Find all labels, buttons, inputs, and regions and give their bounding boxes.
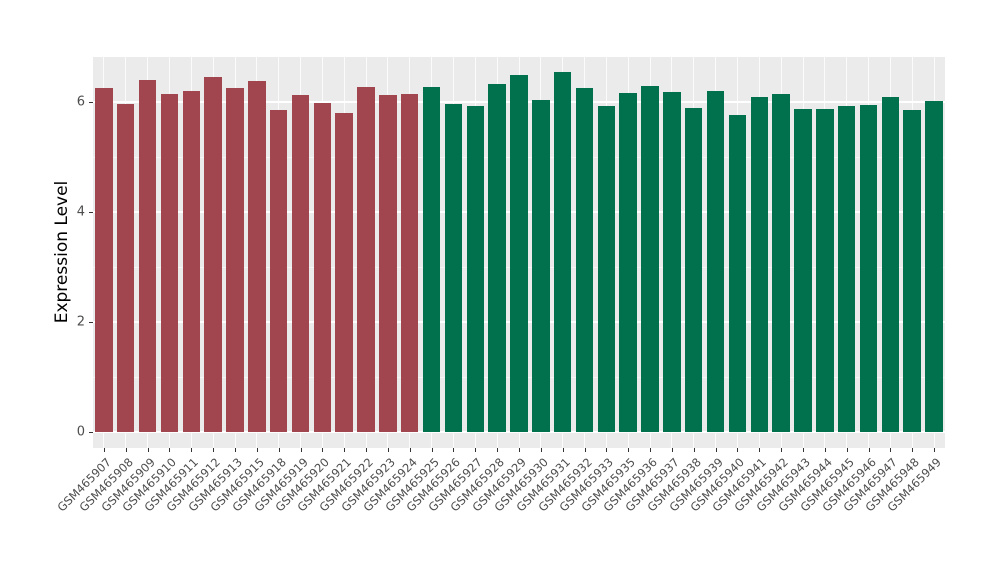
bar-GSM465944 [816,108,834,432]
bar-GSM465927 [466,105,485,432]
x-tick-mark [366,448,368,452]
x-tick-mark [322,448,324,452]
x-tick-mark [606,448,608,452]
x-tick-mark [650,448,652,452]
plot-panel [93,57,945,448]
bar-GSM465933 [597,106,616,432]
x-tick-mark [300,448,302,452]
x-tick-mark [912,448,914,452]
x-tick-mark [519,448,520,452]
bar-GSM465921 [335,113,353,432]
y-tick-label: 2 [76,314,85,330]
bar-GSM465910 [160,93,179,432]
bar-GSM465922 [357,87,375,432]
x-tick-mark [147,448,149,452]
bar-GSM465924 [401,93,419,432]
x-tick-mark [934,448,936,452]
y-tick-mark [89,102,93,103]
x-tick-mark [431,448,433,452]
x-tick-mark [584,448,586,452]
bar-GSM465908 [117,103,135,432]
y-tick-label: 6 [76,94,85,110]
bar-GSM465925 [422,87,441,432]
x-tick-mark [387,448,389,452]
bar-GSM465948 [903,110,921,432]
bar-GSM465943 [794,108,812,432]
bar-GSM465940 [728,114,747,432]
y-tick-label: 0 [76,424,85,440]
x-tick-mark [803,448,804,452]
x-tick-mark [103,448,105,452]
x-tick-mark [671,448,673,452]
x-tick-mark [715,448,717,452]
x-tick-mark [824,448,826,452]
x-tick-mark [562,448,564,452]
bar-GSM465909 [138,80,157,432]
bar-GSM465942 [772,93,790,432]
bar-GSM465931 [553,71,572,432]
y-tick-label: 4 [76,204,85,220]
x-tick-mark [235,448,236,452]
bar-GSM465915 [248,81,266,432]
x-tick-mark [781,448,783,452]
x-tick-mark [409,448,411,452]
bar-GSM465911 [182,91,201,432]
x-tick-mark [125,448,127,452]
bar-GSM465912 [204,77,222,432]
bar-GSM465937 [663,91,681,432]
x-tick-mark [693,448,695,452]
x-tick-mark [475,448,477,452]
x-tick-mark [540,448,542,452]
bar-GSM465949 [925,100,943,432]
x-tick-mark [846,448,848,452]
bar-GSM465936 [641,86,659,432]
bar-GSM465913 [226,88,244,432]
bar-GSM465919 [291,95,310,432]
x-tick-mark [497,448,499,452]
x-tick-mark [191,448,193,452]
x-tick-mark [759,448,761,452]
y-tick-mark [89,432,93,433]
gridline-major [93,431,945,433]
x-tick-mark [890,448,892,452]
bar-GSM465938 [685,107,703,432]
bar-GSM465946 [859,104,878,432]
bar-GSM465941 [750,96,769,432]
bar-GSM465939 [706,91,725,432]
bar-GSM465928 [488,83,506,432]
bar-GSM465932 [575,88,594,432]
bar-GSM465935 [619,92,637,432]
x-tick-mark [344,448,346,452]
x-tick-mark [628,448,630,452]
x-tick-mark [453,448,455,452]
x-tick-mark [737,448,739,452]
x-tick-mark [213,448,215,452]
y-tick-mark [89,322,93,323]
bar-GSM465923 [379,95,397,432]
x-tick-mark [256,448,258,452]
x-tick-mark [169,448,171,452]
bar-GSM465918 [269,109,288,432]
y-axis-title: Expression Level [52,180,72,324]
y-tick-mark [89,212,93,213]
bar-GSM465947 [881,96,900,432]
bar-GSM465920 [313,103,332,432]
bar-GSM465926 [444,104,463,432]
x-tick-mark [868,448,870,452]
bar-GSM465907 [95,88,113,432]
bar-GSM465929 [510,74,528,432]
bar-GSM465945 [837,106,856,432]
bar-GSM465930 [532,99,550,432]
x-tick-mark [278,448,280,452]
